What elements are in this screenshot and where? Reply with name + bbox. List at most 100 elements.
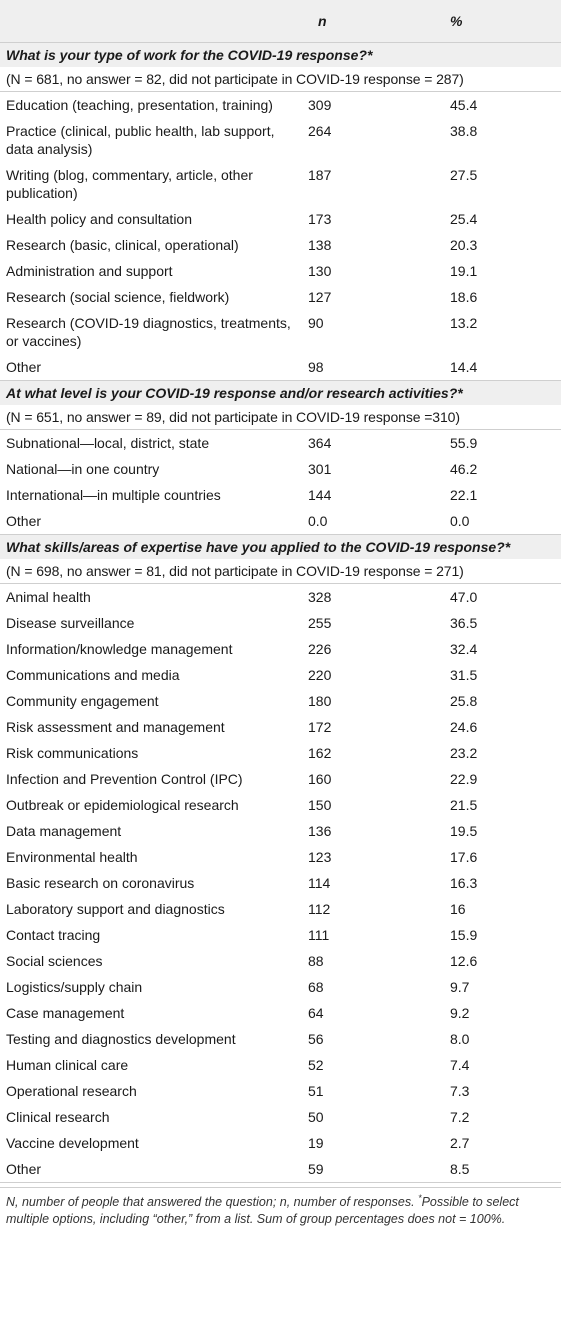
row-label: Research (basic, clinical, operational)	[6, 236, 239, 253]
row-percent-value: 8.5	[450, 1160, 470, 1177]
row-percent-value: 47.0	[450, 588, 478, 605]
section-question-row: What is your type of work for the COVID-…	[0, 42, 561, 67]
row-label: Outbreak or epidemiological research	[6, 796, 239, 813]
table-row: Laboratory support and diagnostics 112 16	[0, 896, 561, 922]
table-row: Social sciences 88 12.6	[0, 948, 561, 974]
row-label: Operational research	[6, 1082, 137, 1099]
table-row: Basic research on coronavirus 114 16.3	[0, 870, 561, 896]
row-percent-value: 31.5	[450, 666, 478, 683]
table-row: Other 59 8.5	[0, 1156, 561, 1182]
row-percent-value: 0.0	[450, 512, 470, 529]
table-row: Risk communications 162 23.2	[0, 740, 561, 766]
row-n-value: 50	[308, 1108, 324, 1125]
row-n-value: 90	[308, 314, 324, 331]
table-row: Operational research 51 7.3	[0, 1078, 561, 1104]
row-percent-value: 8.0	[450, 1030, 470, 1047]
row-percent-value: 16	[450, 900, 466, 917]
row-n-value: 150	[308, 796, 332, 813]
results-table-page: n % What is your type of work for the CO…	[0, 0, 561, 1228]
row-percent-value: 27.5	[450, 166, 478, 183]
table-row: Data management 136 19.5	[0, 818, 561, 844]
section-question: At what level is your COVID-19 response …	[0, 380, 561, 405]
table-row: Human clinical care 52 7.4	[0, 1052, 561, 1078]
table-header: n %	[0, 0, 561, 42]
row-n-value: 111	[308, 926, 330, 943]
row-percent-value: 21.5	[450, 796, 478, 813]
row-label: Risk assessment and management	[6, 718, 225, 735]
footnote-multiple-options: Possible to select multiple options, inc…	[6, 1194, 519, 1226]
row-n-value: 180	[308, 692, 332, 709]
row-n-value: 19	[308, 1134, 324, 1151]
table-row: Case management 64 9.2	[0, 1000, 561, 1026]
table-row: Logistics/supply chain 68 9.7	[0, 974, 561, 1000]
row-n-value: 64	[308, 1004, 324, 1021]
table-row: Disease surveillance 255 36.5	[0, 610, 561, 636]
header-label-column	[0, 0, 300, 42]
row-n-value: 0.0	[308, 512, 328, 529]
row-label: Social sciences	[6, 952, 103, 969]
row-n-value: 160	[308, 770, 332, 787]
section-sample-size-note: (N = 698, no answer = 81, did not partic…	[6, 562, 464, 579]
row-n-value: 52	[308, 1056, 324, 1073]
row-percent-value: 15.9	[450, 926, 478, 943]
row-n-value: 114	[308, 874, 331, 891]
table-row: Other 0.0 0.0	[0, 508, 561, 534]
row-n-value: 173	[308, 210, 332, 227]
row-label: Education (teaching, presentation, train…	[6, 96, 273, 113]
row-percent-value: 14.4	[450, 358, 478, 375]
table-row: Vaccine development 19 2.7	[0, 1130, 561, 1156]
table-row: Contact tracing 111 15.9	[0, 922, 561, 948]
table-row: Community engagement 180 25.8	[0, 688, 561, 714]
row-n-value: 309	[308, 96, 332, 113]
row-label: Clinical research	[6, 1108, 110, 1125]
row-percent-value: 45.4	[450, 96, 478, 113]
row-label: Writing (blog, commentary, article, othe…	[6, 166, 253, 201]
table-footnote: N, number of people that answered the qu…	[0, 1186, 561, 1228]
row-percent-value: 25.4	[450, 210, 478, 227]
table-row: Subnational—local, district, state 364 55.…	[0, 429, 561, 456]
row-percent-value: 2.7	[450, 1134, 470, 1151]
row-percent-value: 55.9	[450, 434, 478, 451]
row-label: Logistics/supply chain	[6, 978, 143, 995]
table-row: Health policy and consultation 173 25.4	[0, 206, 561, 232]
row-label: Infection and Prevention Control (IPC)	[6, 770, 243, 787]
table-row: Other 98 14.4	[0, 354, 561, 380]
row-n-value: 88	[308, 952, 324, 969]
section-question-row: At what level is your COVID-19 response …	[0, 380, 561, 405]
survey-results-table: n % What is your type of work for the CO…	[0, 0, 561, 1182]
row-percent-value: 19.1	[450, 262, 478, 279]
table-row: Research (social science, fieldwork) 127 1…	[0, 284, 561, 310]
row-label: Subnational—local, district, state	[6, 434, 210, 451]
row-n-value: 364	[308, 434, 332, 451]
row-percent-value: 13.2	[450, 314, 478, 331]
table-row: Clinical research 50 7.2	[0, 1104, 561, 1130]
row-label: Human clinical care	[6, 1056, 129, 1073]
table-body: What is your type of work for the COVID-…	[0, 42, 561, 1182]
section-question: What skills/areas of expertise have you …	[0, 534, 561, 559]
row-n-value: 144	[308, 486, 332, 503]
row-n-value: 187	[308, 166, 332, 183]
row-label: Communications and media	[6, 666, 180, 683]
table-row: Research (basic, clinical, operational) 1…	[0, 232, 561, 258]
row-percent-value: 20.3	[450, 236, 478, 253]
row-n-value: 162	[308, 744, 332, 761]
row-n-value: 56	[308, 1030, 324, 1047]
table-row: Infection and Prevention Control (IPC) 16…	[0, 766, 561, 792]
row-label: Health policy and consultation	[6, 210, 193, 227]
row-label: Practice (clinical, public health, lab s…	[6, 122, 275, 157]
row-n-value: 59	[308, 1160, 324, 1177]
row-percent-value: 24.6	[450, 718, 478, 735]
header-percent-column: %	[450, 12, 463, 29]
table-row: Testing and diagnostics development 56 8.0	[0, 1026, 561, 1052]
row-label: Basic research on coronavirus	[6, 874, 195, 891]
row-label: Risk communications	[6, 744, 139, 761]
table-row: International—in multiple countries 144 22…	[0, 482, 561, 508]
row-label: Research (COVID-19 diagnostics, treatmen…	[6, 314, 291, 349]
row-n-value: 264	[308, 122, 332, 139]
row-n-value: 123	[308, 848, 332, 865]
row-label: Vaccine development	[6, 1134, 139, 1151]
row-label: Contact tracing	[6, 926, 101, 943]
row-percent-value: 16.3	[450, 874, 478, 891]
row-label: Laboratory support and diagnostics	[6, 900, 225, 917]
row-n-value: 255	[308, 614, 332, 631]
